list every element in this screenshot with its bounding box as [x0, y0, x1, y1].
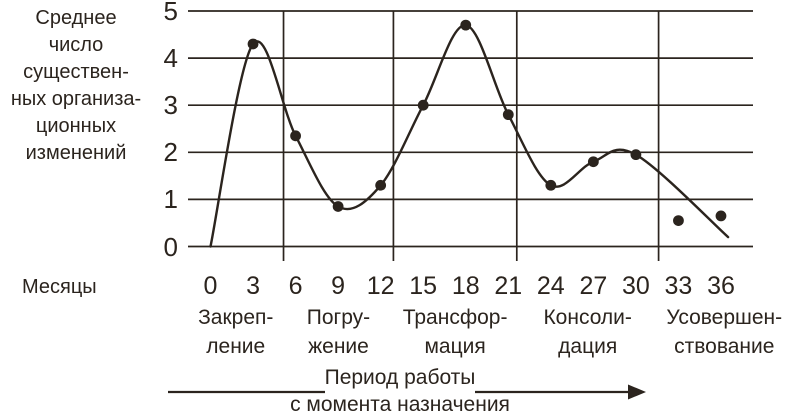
phase-label-line2: ление	[206, 335, 266, 358]
phase-label-line2: дация	[558, 335, 618, 358]
phase-label: Погру-жение	[248, 303, 428, 361]
y-tick-label: 3	[163, 90, 178, 121]
month-tick-label: 15	[409, 272, 438, 300]
phase-label-line1: Усовершен-	[666, 306, 783, 329]
month-tick-label: 9	[331, 272, 346, 300]
phase-label-line2: мация	[424, 335, 486, 358]
data-point-dot	[247, 38, 259, 50]
y-tick-label: 4	[163, 43, 178, 74]
month-tick-label: 27	[579, 272, 608, 300]
phase-label: Консоли-дация	[498, 303, 678, 361]
data-point-dot	[460, 19, 472, 31]
data-point-dot	[502, 109, 514, 121]
y-tick-label: 1	[163, 184, 178, 215]
y-axis-title-line: изменений	[25, 142, 127, 164]
y-axis-title-line: Среднее	[35, 7, 117, 29]
detached-data-point-dot	[715, 210, 727, 222]
phase-label-line1: Трансфор-	[402, 306, 508, 329]
footer-period-line2: с момента назначения	[290, 393, 510, 416]
data-point-dot	[290, 130, 301, 142]
y-axis-title-line: ционных	[35, 115, 117, 137]
phase-label: Трансфор-мация	[365, 303, 545, 361]
month-tick-label: 12	[366, 272, 395, 300]
data-point-dot	[545, 179, 557, 191]
month-tick-label: 6	[288, 272, 303, 300]
y-tick-label: 2	[163, 137, 178, 168]
phase-label-line1: Закреп-	[198, 306, 274, 329]
month-tick-label: 36	[707, 272, 735, 300]
phase-label-line2: жение	[308, 335, 369, 358]
data-point-dot	[332, 201, 344, 212]
month-tick-label: 3	[246, 272, 260, 300]
phase-label-line1: Погру-	[306, 306, 371, 329]
y-tick-label: 5	[163, 0, 178, 26]
phase-label-line1: Консоли-	[543, 306, 632, 329]
x-axis-title: Месяцы	[22, 276, 97, 298]
month-tick-label: 18	[451, 272, 480, 300]
y-tick-label: 0	[163, 231, 178, 262]
y-axis-title-line: число	[48, 34, 104, 56]
footer-period-line1: Период работы	[324, 366, 476, 389]
data-point-dot	[630, 149, 642, 161]
data-point-dot	[417, 99, 429, 111]
detached-data-point-dot	[673, 215, 684, 226]
phase-label-line2: ствование	[674, 335, 775, 358]
month-tick-label: 24	[536, 272, 565, 300]
month-tick-label: 30	[621, 272, 650, 300]
y-axis-title-line: существен-	[23, 61, 129, 83]
month-tick-label: 0	[203, 272, 218, 300]
y-axis-title-line: ных организа-	[10, 88, 142, 110]
phase-label: Усовершен-ствование	[634, 303, 790, 361]
timeline-arrowhead-icon	[628, 384, 646, 400]
phase-label: Закреп-ление	[146, 303, 326, 361]
y-axis-title: Среднее число существен-ных организа-ционн…	[2, 5, 150, 167]
month-tick-label: 33	[664, 272, 693, 300]
month-tick-label: 21	[494, 272, 523, 300]
data-point-dot	[375, 179, 387, 191]
data-point-dot	[587, 156, 599, 168]
